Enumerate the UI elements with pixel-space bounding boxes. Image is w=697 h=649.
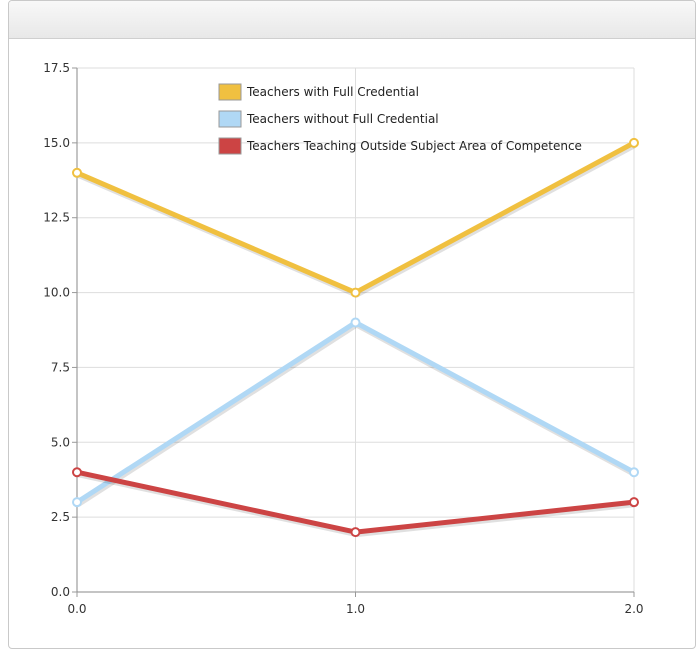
data-point <box>72 167 82 178</box>
data-point <box>350 527 361 538</box>
y-tick-label: 15.0 <box>43 136 70 150</box>
legend-swatch <box>218 83 242 101</box>
chart-panel <box>8 0 696 649</box>
series-2 <box>72 467 639 538</box>
legend-label: Teachers without Full Credential <box>246 112 439 126</box>
chart-ticks: 0.0 2.5 5.0 7.5 10.0 12.5 15.0 17.5 0.0 1.0 2.0 <box>43 61 643 616</box>
series-line-shadow <box>76 321 637 507</box>
data-point <box>629 467 639 478</box>
chart-series <box>72 137 639 538</box>
legend-swatch <box>218 110 242 128</box>
series-line-shadow <box>77 471 636 538</box>
legend-swatch <box>218 137 242 155</box>
legend-item[interactable]: Teachers without Full Credential <box>218 110 439 128</box>
data-point <box>72 497 82 508</box>
data-point <box>72 467 82 478</box>
y-tick-label: 12.5 <box>43 211 70 225</box>
series-1 <box>72 317 639 508</box>
legend-item[interactable]: Teachers Teaching Outside Subject Area o… <box>218 137 582 155</box>
data-point <box>629 497 639 508</box>
series-0 <box>72 137 639 298</box>
data-point <box>350 287 361 298</box>
legend-item[interactable]: Teachers with Full Credential <box>218 83 419 101</box>
y-tick-label: 5.0 <box>51 435 70 449</box>
panel-header <box>9 1 695 39</box>
legend-label: Teachers with Full Credential <box>246 85 419 99</box>
y-tick-label: 0.0 <box>51 585 70 599</box>
series-line-shadow <box>76 142 637 298</box>
x-tick-label: 0.0 <box>67 602 86 616</box>
data-point <box>629 137 639 148</box>
legend-label: Teachers Teaching Outside Subject Area o… <box>246 139 582 153</box>
chart-legend: Teachers with Full Credential Teachers wi… <box>218 83 582 155</box>
y-tick-label: 17.5 <box>43 61 70 75</box>
y-tick-label: 7.5 <box>51 360 70 374</box>
x-tick-label: 2.0 <box>624 602 643 616</box>
y-tick-label: 10.0 <box>43 286 70 300</box>
data-point <box>350 317 361 328</box>
y-tick-label: 2.5 <box>51 510 70 524</box>
x-tick-label: 1.0 <box>346 602 365 616</box>
